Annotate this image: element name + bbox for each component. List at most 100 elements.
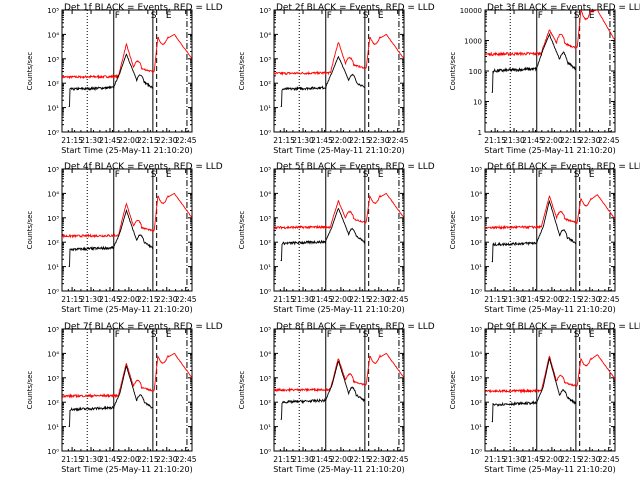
x-tick-label: 22:30 [579, 136, 601, 145]
y-tick-label: 10⁰ [259, 129, 271, 137]
x-tick-label: 22:30 [156, 136, 178, 145]
marker-e: E [589, 330, 595, 340]
events-series-line [491, 32, 576, 93]
marker-s: S [151, 330, 157, 340]
y-tick-label: 10² [259, 239, 271, 247]
panel-2: Det 2f BLACK = Events, RED = LLD 10⁰ 10¹ 10… [238, 3, 435, 155]
x-tick-label: 22:15 [349, 455, 371, 464]
panel-8: Det 8f BLACK = Events, RED = LLD 10⁰ 10¹ 10… [238, 322, 435, 474]
x-axis-label: Start Time (25-May-11 21:10:20) [484, 305, 615, 314]
x-tick-label: 22:45 [387, 295, 409, 304]
y-axis-label: Counts/sec [238, 52, 246, 91]
y-axis-label: Counts/sec [238, 371, 246, 410]
y-tick-label: 10³ [259, 375, 271, 383]
panel-6: Det 6f BLACK = Events, RED = LLD 10⁰ 10¹ 10… [449, 162, 640, 314]
y-tick-label: 10⁴ [259, 31, 271, 39]
marker-s: S [363, 170, 369, 180]
plot-frame [61, 168, 193, 292]
x-tick-label: 22:30 [579, 295, 601, 304]
marker-f: F [327, 330, 332, 340]
y-tick-label: 10¹ [470, 264, 482, 272]
x-tick-label: 21:30 [292, 295, 314, 304]
y-tick-label: 100 [469, 68, 482, 76]
y-tick-label: 10¹ [259, 264, 271, 272]
panel-5: Det 5f BLACK = Events, RED = LLD 10⁰ 10¹ 10… [238, 162, 435, 314]
y-tick-label: 10² [47, 399, 59, 407]
x-tick-label: 22:00 [541, 455, 563, 464]
x-tick-label: 21:45 [311, 136, 333, 145]
panel-title: Det 8f BLACK = Events, RED = LLD [276, 322, 435, 332]
x-tick-label: 22:00 [118, 295, 140, 304]
x-tick-label: 21:30 [503, 295, 525, 304]
y-tick-label: 10⁰ [259, 288, 271, 296]
plot-frame [61, 328, 193, 452]
y-tick-label: 10³ [470, 215, 482, 223]
x-tick-label: 22:30 [156, 455, 178, 464]
x-tick-label: 21:15 [61, 295, 83, 304]
y-tick-label: 1000 [464, 38, 482, 46]
lld-series-line [274, 34, 404, 76]
y-axis-label: Counts/sec [449, 371, 457, 410]
y-tick-label: 10⁵ [259, 166, 271, 174]
plot-frame [61, 9, 193, 133]
panel-3: Det 3f BLACK = Events, RED = LLD 1 10 100 10… [449, 3, 640, 155]
panel-title: Det 1f BLACK = Events, RED = LLD [64, 3, 223, 13]
marker-f: F [327, 11, 332, 21]
y-tick-label: 10⁵ [47, 7, 59, 15]
y-tick-label: 10000 [460, 7, 482, 15]
y-axis-label: Counts/sec [238, 211, 246, 250]
marker-s: S [574, 330, 580, 340]
x-tick-label: 21:30 [292, 455, 314, 464]
x-tick-label: 21:30 [503, 136, 525, 145]
marker-s: S [151, 170, 157, 180]
x-tick-label: 21:15 [61, 455, 83, 464]
y-tick-label: 10² [470, 239, 482, 247]
y-tick-label: 10⁰ [470, 288, 482, 296]
y-tick-label: 10⁰ [47, 448, 59, 456]
x-tick-label: 22:45 [175, 455, 197, 464]
x-tick-label: 21:15 [484, 455, 506, 464]
marker-f: F [327, 170, 332, 180]
x-tick-label: 22:45 [175, 295, 197, 304]
x-tick-label: 21:45 [522, 136, 544, 145]
x-tick-label: 22:45 [387, 136, 409, 145]
x-tick-label: 22:00 [118, 455, 140, 464]
y-tick-label: 10⁴ [47, 350, 59, 358]
panel-title: Det 7f BLACK = Events, RED = LLD [64, 322, 223, 332]
y-axis-label: Counts/sec [449, 52, 457, 91]
marker-e: E [378, 11, 384, 21]
x-tick-label: 21:45 [522, 295, 544, 304]
x-tick-label: 22:45 [387, 455, 409, 464]
marker-e: E [166, 170, 172, 180]
marker-f: F [115, 330, 120, 340]
x-tick-label: 22:00 [541, 295, 563, 304]
panel-4: Det 4f BLACK = Events, RED = LLD 10⁰ 10¹ 10… [26, 162, 223, 314]
x-tick-label: 22:15 [560, 136, 582, 145]
events-series-line [280, 360, 366, 420]
x-tick-label: 21:30 [80, 295, 102, 304]
x-tick-label: 22:30 [156, 295, 178, 304]
y-tick-label: 10¹ [259, 424, 271, 432]
y-tick-label: 10⁴ [259, 350, 271, 358]
x-tick-label: 22:15 [137, 136, 159, 145]
y-tick-label: 10² [47, 239, 59, 247]
x-tick-label: 22:30 [368, 295, 390, 304]
x-tick-label: 21:15 [61, 136, 83, 145]
marker-s: S [363, 11, 369, 21]
y-tick-label: 10¹ [47, 105, 59, 113]
events-series-line [68, 208, 154, 268]
y-tick-label: 10³ [47, 56, 59, 64]
x-tick-label: 21:30 [80, 136, 102, 145]
x-tick-label: 22:15 [137, 455, 159, 464]
x-axis-label: Start Time (25-May-11 21:10:20) [273, 465, 404, 474]
x-tick-label: 21:15 [273, 136, 295, 145]
lld-series-line [485, 10, 615, 57]
y-tick-label: 10⁰ [259, 448, 271, 456]
y-tick-label: 1 [478, 129, 482, 137]
y-tick-label: 10⁵ [47, 166, 59, 174]
marker-f: F [538, 330, 543, 340]
panel-title: Det 5f BLACK = Events, RED = LLD [276, 162, 435, 172]
marker-f: F [115, 170, 120, 180]
y-tick-label: 10⁵ [259, 326, 271, 334]
y-tick-label: 10⁴ [470, 350, 482, 358]
